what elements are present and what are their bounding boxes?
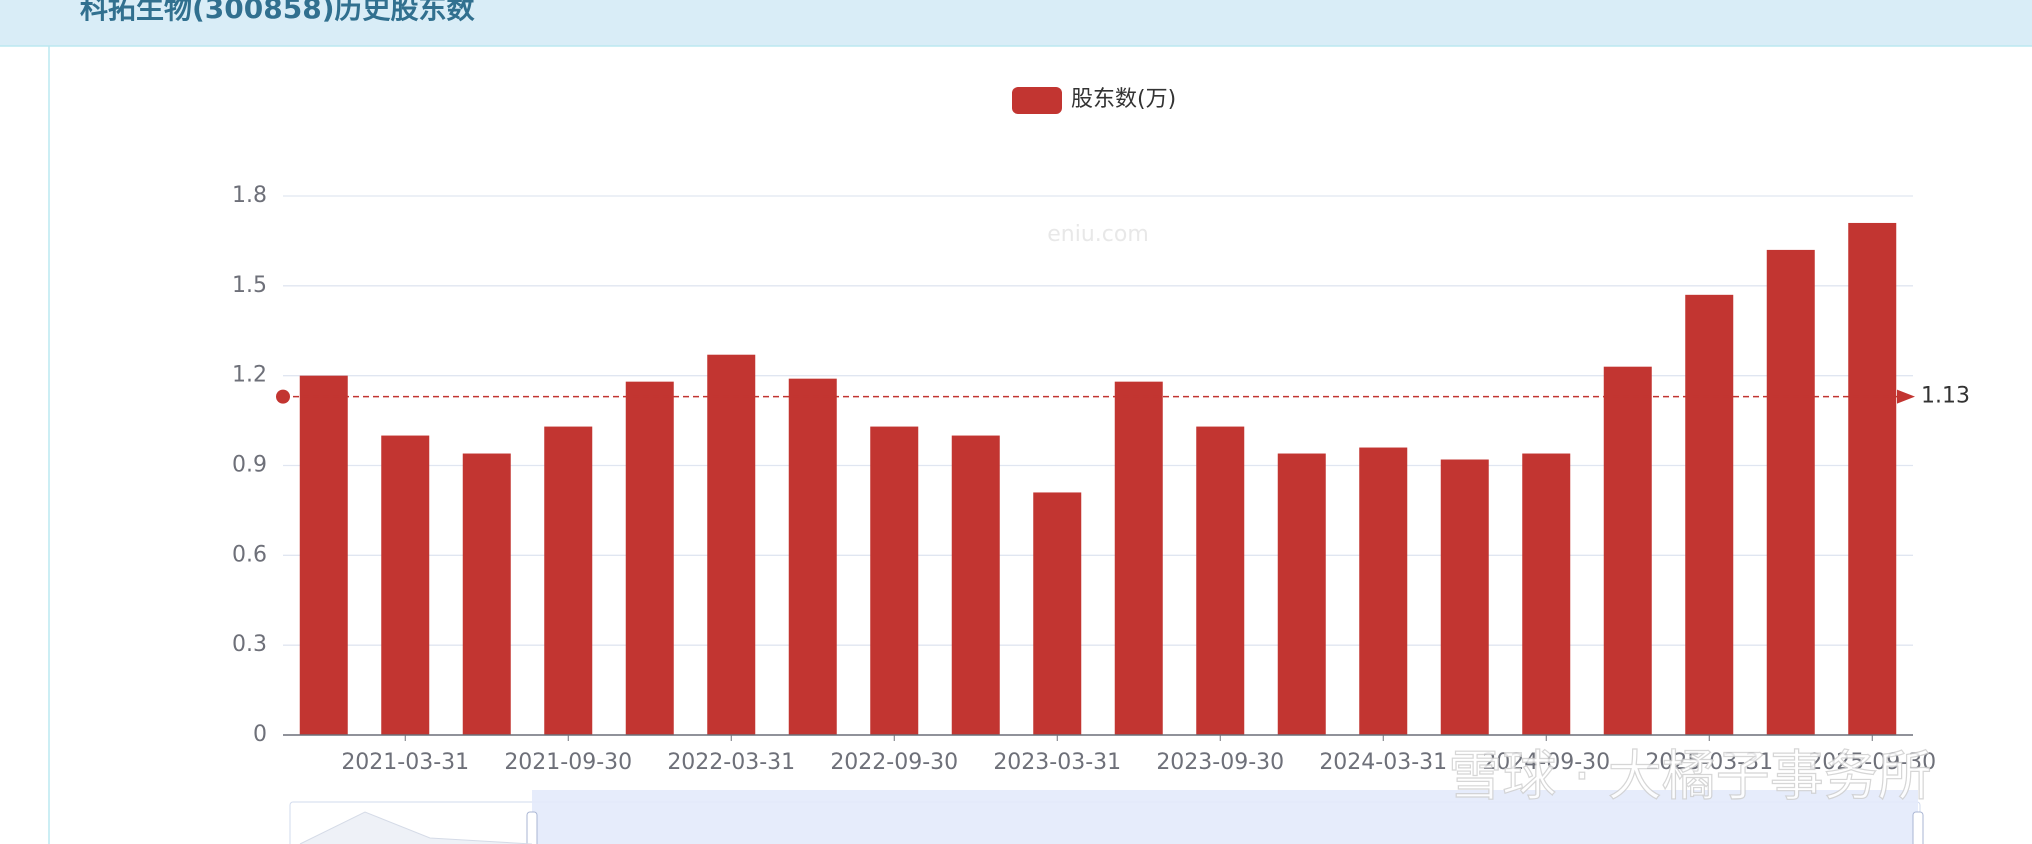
x-tick-label: 2023-03-31 bbox=[993, 750, 1121, 775]
x-tick-label: 2021-03-31 bbox=[341, 750, 469, 775]
legend-swatch bbox=[1012, 87, 1062, 114]
zoom-window[interactable] bbox=[532, 790, 1918, 844]
bar bbox=[462, 453, 511, 735]
x-tick-label: 2024-03-31 bbox=[1319, 750, 1447, 775]
zoom-handle[interactable] bbox=[1912, 811, 1924, 844]
bar bbox=[1277, 453, 1326, 735]
y-tick-label: 0.9 bbox=[232, 453, 267, 478]
bar bbox=[870, 426, 919, 735]
x-tick-label: 2025-09-30 bbox=[1808, 750, 1936, 775]
y-tick-label: 1.2 bbox=[232, 363, 267, 388]
bar bbox=[951, 435, 1000, 735]
x-tick-label: 2025-03-31 bbox=[1645, 750, 1773, 775]
bar bbox=[707, 354, 756, 735]
x-tick-label: 2022-09-30 bbox=[830, 750, 958, 775]
bar bbox=[381, 435, 430, 735]
y-tick-label: 1.5 bbox=[232, 273, 267, 298]
y-tick-label: 0.6 bbox=[232, 542, 267, 567]
x-tick-label: 2022-03-31 bbox=[667, 750, 795, 775]
bar bbox=[1766, 249, 1815, 735]
bar bbox=[1522, 453, 1571, 735]
bar bbox=[299, 375, 348, 735]
watermark: eniu.com bbox=[1047, 222, 1149, 247]
chart-title: 科拓生物(300858)历史股东数 bbox=[80, 0, 475, 25]
bar bbox=[1033, 492, 1082, 735]
legend-label: 股东数(万) bbox=[1071, 87, 1176, 112]
mark-line-label: 1.13 bbox=[1921, 384, 1970, 409]
bar bbox=[1603, 366, 1652, 735]
bar bbox=[1196, 426, 1245, 735]
data-zoom[interactable] bbox=[289, 790, 1924, 844]
bar bbox=[1359, 447, 1408, 735]
x-tick-label: 2024-09-30 bbox=[1482, 750, 1610, 775]
mark-line-start bbox=[276, 389, 290, 404]
bar bbox=[1114, 381, 1163, 735]
bar bbox=[788, 378, 837, 735]
x-tick-label: 2021-09-30 bbox=[504, 750, 632, 775]
y-tick-label: 0 bbox=[253, 722, 267, 747]
mark-line-arrow bbox=[1897, 389, 1915, 404]
bar bbox=[544, 426, 593, 735]
x-tick-label: 2023-09-30 bbox=[1156, 750, 1284, 775]
overlay-watermark: 雪球 · 大橘子事务所 bbox=[1448, 745, 1932, 808]
header-band bbox=[0, 0, 2032, 46]
zoom-handle[interactable] bbox=[526, 811, 538, 844]
bar bbox=[1440, 459, 1489, 735]
y-tick-label: 0.3 bbox=[232, 632, 267, 657]
zoom-preview bbox=[299, 811, 533, 844]
y-tick-label: 1.8 bbox=[232, 183, 267, 208]
bar bbox=[1848, 222, 1897, 735]
bar bbox=[625, 381, 674, 735]
bar bbox=[1685, 294, 1734, 735]
